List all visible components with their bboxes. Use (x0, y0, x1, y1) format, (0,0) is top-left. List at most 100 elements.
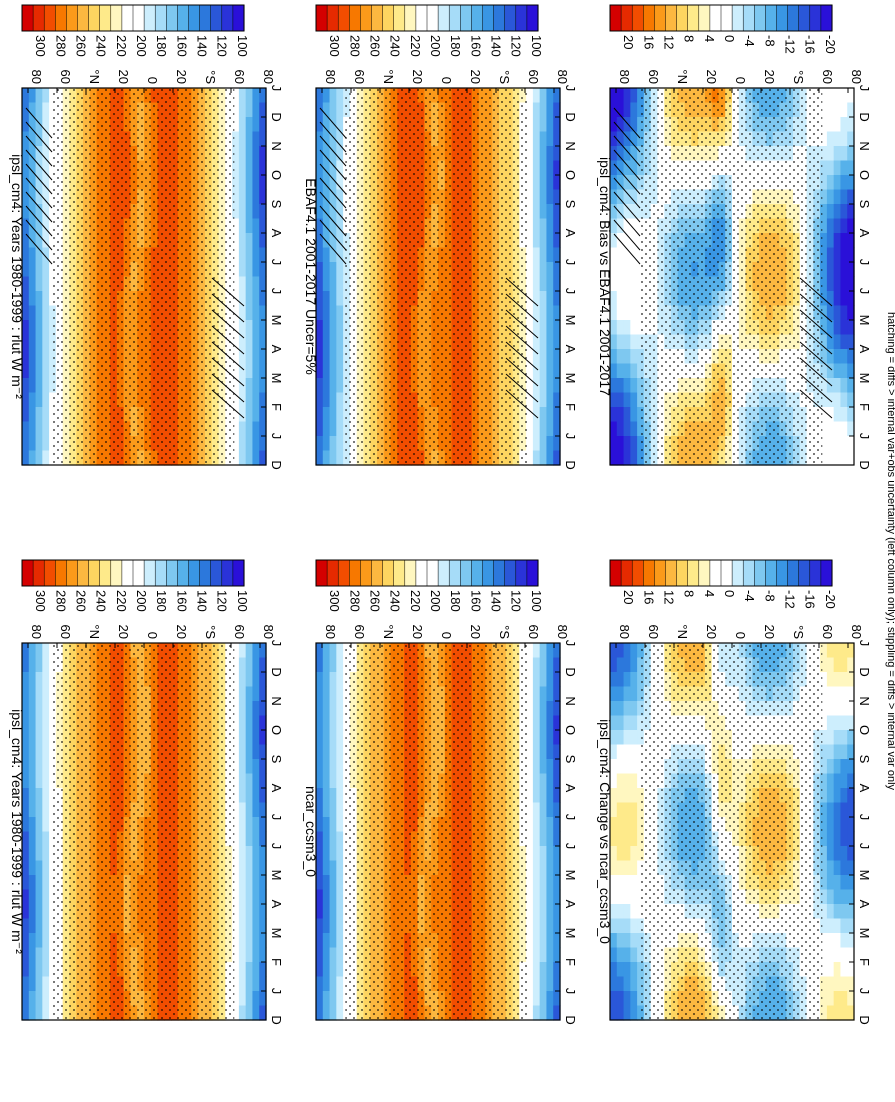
heat-cell (553, 831, 561, 847)
heat-cell (42, 904, 50, 920)
heat-cell (252, 657, 260, 673)
month-tick-label: A (563, 900, 578, 909)
heat-cell (232, 657, 240, 673)
heat-cell (232, 744, 240, 760)
heat-cell (245, 759, 254, 775)
heat-cell (616, 160, 625, 176)
heat-cell (259, 817, 267, 833)
heat-cell (532, 875, 541, 891)
heat-cell (28, 976, 37, 992)
heat-cell (539, 363, 548, 379)
heat-cell (553, 715, 561, 731)
heat-cell (252, 320, 260, 336)
heat-cell (630, 392, 638, 408)
heat-cell (232, 117, 240, 133)
stipple-overlay (639, 88, 823, 465)
heat-cell (532, 363, 541, 379)
heat-cell (546, 320, 554, 336)
heat-cell (532, 788, 541, 804)
month-tick-label: J (857, 85, 872, 92)
heat-cell (826, 305, 835, 321)
stipple-overlay (345, 88, 529, 465)
heat-cell (245, 421, 254, 437)
heat-cell (826, 218, 835, 234)
heat-cell (623, 204, 631, 220)
heat-cell (245, 672, 254, 688)
heat-cell (539, 262, 548, 278)
heat-cell (245, 218, 254, 234)
heat-cell (539, 146, 548, 162)
heat-cell (630, 117, 638, 133)
heat-cell (42, 817, 50, 833)
heat-cell (252, 730, 260, 746)
heat-cell (610, 334, 618, 350)
heat-cell (546, 117, 554, 133)
heat-cell (22, 233, 30, 249)
heat-cell (329, 421, 337, 437)
heat-cell (316, 744, 324, 760)
heat-cell (840, 276, 848, 292)
heat-cell (259, 773, 267, 789)
heat-cell (546, 875, 554, 891)
heat-cell (238, 392, 247, 408)
heat-cell (833, 349, 842, 365)
heat-cell (553, 846, 561, 862)
heat-cell (316, 991, 324, 1007)
heat-cell (847, 349, 855, 365)
heat-cell (847, 175, 855, 191)
heat-cell (316, 657, 324, 673)
heat-cell (22, 962, 30, 978)
heat-cell (526, 860, 534, 876)
heat-cell (630, 349, 638, 365)
heat-cell (833, 189, 842, 205)
heat-cell (840, 262, 848, 278)
heat-cell (238, 363, 247, 379)
heat-cell (539, 643, 548, 659)
heat-cell (616, 146, 625, 162)
heat-cell (245, 450, 254, 466)
heat-cell (259, 392, 267, 408)
heat-cell (238, 189, 247, 205)
month-tick-label: N (269, 696, 284, 705)
heat-cell (316, 117, 324, 133)
heat-cell (259, 189, 267, 205)
heat-cell (42, 378, 50, 394)
heat-cell (336, 218, 344, 234)
heat-cell (539, 204, 548, 220)
heat-cell (630, 378, 638, 394)
heat-cell (22, 889, 30, 905)
heat-cell (630, 436, 638, 452)
heat-cell (539, 933, 548, 949)
heat-cell (238, 991, 247, 1007)
heat-cell (610, 262, 618, 278)
heat-cell (532, 88, 541, 104)
heat-cell (316, 759, 324, 775)
hatch-line (613, 149, 641, 181)
heat-cell (610, 643, 618, 659)
heat-cell (526, 744, 534, 760)
lat-tick-label: 80 (849, 70, 864, 84)
hatch-line (25, 149, 53, 181)
heat-cell (22, 305, 30, 321)
heat-cell (526, 962, 534, 978)
heat-cell (322, 102, 331, 118)
heat-cell (526, 918, 534, 934)
heat-cell (539, 947, 548, 963)
heat-cell (826, 349, 835, 365)
month-tick-label: J (269, 988, 284, 995)
heat-cell (610, 305, 618, 321)
heat-cell (259, 146, 267, 162)
heat-cell (833, 175, 842, 191)
heat-cell (238, 802, 247, 818)
heat-cell (252, 334, 260, 350)
heat-cell (238, 686, 247, 702)
heat-cell (546, 378, 554, 394)
panel-title: ipsl_cm4: Years 1980-1999 : rlut W m⁻² (9, 709, 25, 954)
heat-cell (526, 759, 534, 775)
heat-cell (316, 305, 324, 321)
heat-cell (553, 889, 561, 905)
heat-cell (322, 744, 331, 760)
heat-cell (553, 320, 561, 336)
heat-cell (316, 160, 324, 176)
heat-cell (847, 378, 855, 394)
